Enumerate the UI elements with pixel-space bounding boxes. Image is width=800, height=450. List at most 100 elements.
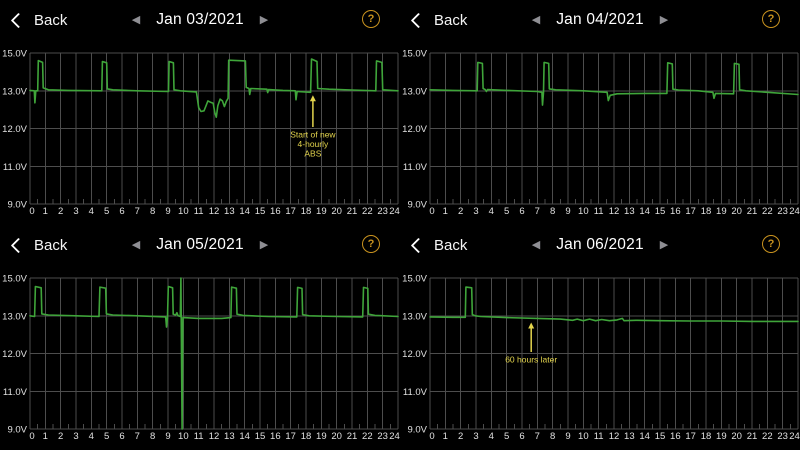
next-day-button[interactable]: ▶ <box>259 238 269 251</box>
back-button[interactable]: Back <box>10 225 68 265</box>
next-day-button[interactable]: ▶ <box>659 13 669 26</box>
svg-text:14: 14 <box>239 431 250 442</box>
svg-text:9.0V: 9.0V <box>407 425 427 436</box>
svg-text:16: 16 <box>270 206 281 217</box>
date-label: Jan 06/2021 <box>556 236 644 253</box>
help-button[interactable]: ? <box>362 235 380 253</box>
svg-text:3: 3 <box>473 431 478 442</box>
svg-text:ABS: ABS <box>304 149 321 159</box>
prev-day-button[interactable]: ◀ <box>531 238 541 251</box>
date-navigator: ◀ Jan 03/2021 ▶ <box>132 0 268 40</box>
next-day-button[interactable]: ▶ <box>259 13 269 26</box>
svg-text:7: 7 <box>135 206 140 217</box>
svg-text:15: 15 <box>655 206 666 217</box>
svg-text:0: 0 <box>429 431 434 442</box>
svg-text:24: 24 <box>389 431 400 442</box>
svg-text:21: 21 <box>747 206 758 217</box>
back-button[interactable]: Back <box>410 225 468 265</box>
svg-text:23: 23 <box>777 206 788 217</box>
back-chevron-icon <box>410 12 427 29</box>
svg-text:9.0V: 9.0V <box>407 200 427 211</box>
svg-text:18: 18 <box>701 431 712 442</box>
back-button[interactable]: Back <box>410 0 467 40</box>
svg-text:21: 21 <box>347 431 358 442</box>
nav-bar: Back ◀ Jan 03/2021 ▶ ? <box>0 0 400 40</box>
date-navigator: ◀ Jan 04/2021 ▶ <box>532 0 668 40</box>
svg-text:11.0V: 11.0V <box>3 387 28 398</box>
svg-text:11: 11 <box>594 431 604 442</box>
svg-text:9: 9 <box>565 431 570 442</box>
back-label: Back <box>434 236 468 254</box>
svg-text:12: 12 <box>209 431 220 442</box>
svg-text:1: 1 <box>443 431 448 442</box>
svg-text:18: 18 <box>301 431 312 442</box>
svg-text:6: 6 <box>519 206 524 217</box>
svg-text:1: 1 <box>43 431 48 442</box>
back-button[interactable]: Back <box>10 0 67 40</box>
svg-text:3: 3 <box>473 206 478 217</box>
prev-day-button[interactable]: ◀ <box>531 13 541 26</box>
svg-text:2: 2 <box>58 431 63 442</box>
svg-text:4: 4 <box>489 206 494 217</box>
svg-text:4: 4 <box>89 431 94 442</box>
svg-text:15.0V: 15.0V <box>402 49 427 60</box>
svg-text:7: 7 <box>135 431 140 442</box>
svg-text:17: 17 <box>685 206 696 217</box>
panel-jan-05-2021: Back ◀ Jan 05/2021 ▶ ? 15.0V 13.0V 12.0V 11… <box>0 225 400 450</box>
prev-day-button[interactable]: ◀ <box>131 13 141 26</box>
svg-text:14: 14 <box>639 431 650 442</box>
svg-text:11: 11 <box>594 206 604 217</box>
date-label: Jan 04/2021 <box>556 11 644 28</box>
svg-text:0: 0 <box>29 206 34 217</box>
svg-text:21: 21 <box>347 206 358 217</box>
svg-text:17: 17 <box>685 431 696 442</box>
help-button[interactable]: ? <box>762 235 780 253</box>
svg-text:15: 15 <box>255 206 266 217</box>
svg-text:8: 8 <box>550 431 555 442</box>
svg-text:9.0V: 9.0V <box>7 425 27 436</box>
back-chevron-icon <box>10 237 27 254</box>
svg-text:0: 0 <box>29 431 34 442</box>
svg-text:19: 19 <box>716 206 727 217</box>
prev-day-button[interactable]: ◀ <box>131 238 141 251</box>
help-button[interactable]: ? <box>762 10 780 28</box>
svg-text:18: 18 <box>701 206 712 217</box>
next-day-button[interactable]: ▶ <box>659 238 669 251</box>
svg-text:3: 3 <box>73 206 78 217</box>
svg-text:9: 9 <box>165 206 170 217</box>
svg-text:1: 1 <box>43 206 48 217</box>
date-label: Jan 05/2021 <box>156 236 244 253</box>
back-label: Back <box>34 236 68 254</box>
panel-jan-06-2021: Back ◀ Jan 06/2021 ▶ ? 15.0V 13.0V 12.0V 11… <box>400 225 800 450</box>
svg-text:12: 12 <box>609 431 620 442</box>
help-button[interactable]: ? <box>362 10 380 28</box>
svg-text:14: 14 <box>239 206 250 217</box>
svg-text:22: 22 <box>762 431 773 442</box>
back-chevron-icon <box>10 12 27 29</box>
date-navigator: ◀ Jan 06/2021 ▶ <box>532 225 668 265</box>
svg-text:19: 19 <box>716 431 727 442</box>
svg-text:10: 10 <box>178 431 189 442</box>
svg-text:2: 2 <box>58 206 63 217</box>
svg-text:12.0V: 12.0V <box>402 349 427 360</box>
svg-text:16: 16 <box>270 431 281 442</box>
svg-text:7: 7 <box>535 431 540 442</box>
svg-text:7: 7 <box>535 206 540 217</box>
svg-text:8: 8 <box>150 206 155 217</box>
svg-text:9.0V: 9.0V <box>7 200 27 211</box>
svg-text:20: 20 <box>731 431 742 442</box>
svg-text:23: 23 <box>377 431 388 442</box>
svg-text:8: 8 <box>150 431 155 442</box>
svg-text:60 hours later: 60 hours later <box>505 355 557 365</box>
svg-text:20: 20 <box>331 431 342 442</box>
svg-text:16: 16 <box>670 206 681 217</box>
svg-text:11.0V: 11.0V <box>403 387 428 398</box>
svg-text:12: 12 <box>609 206 620 217</box>
svg-text:1: 1 <box>443 206 448 217</box>
svg-text:14: 14 <box>639 206 650 217</box>
svg-text:2: 2 <box>458 206 463 217</box>
svg-text:20: 20 <box>331 206 342 217</box>
svg-text:17: 17 <box>285 206 296 217</box>
